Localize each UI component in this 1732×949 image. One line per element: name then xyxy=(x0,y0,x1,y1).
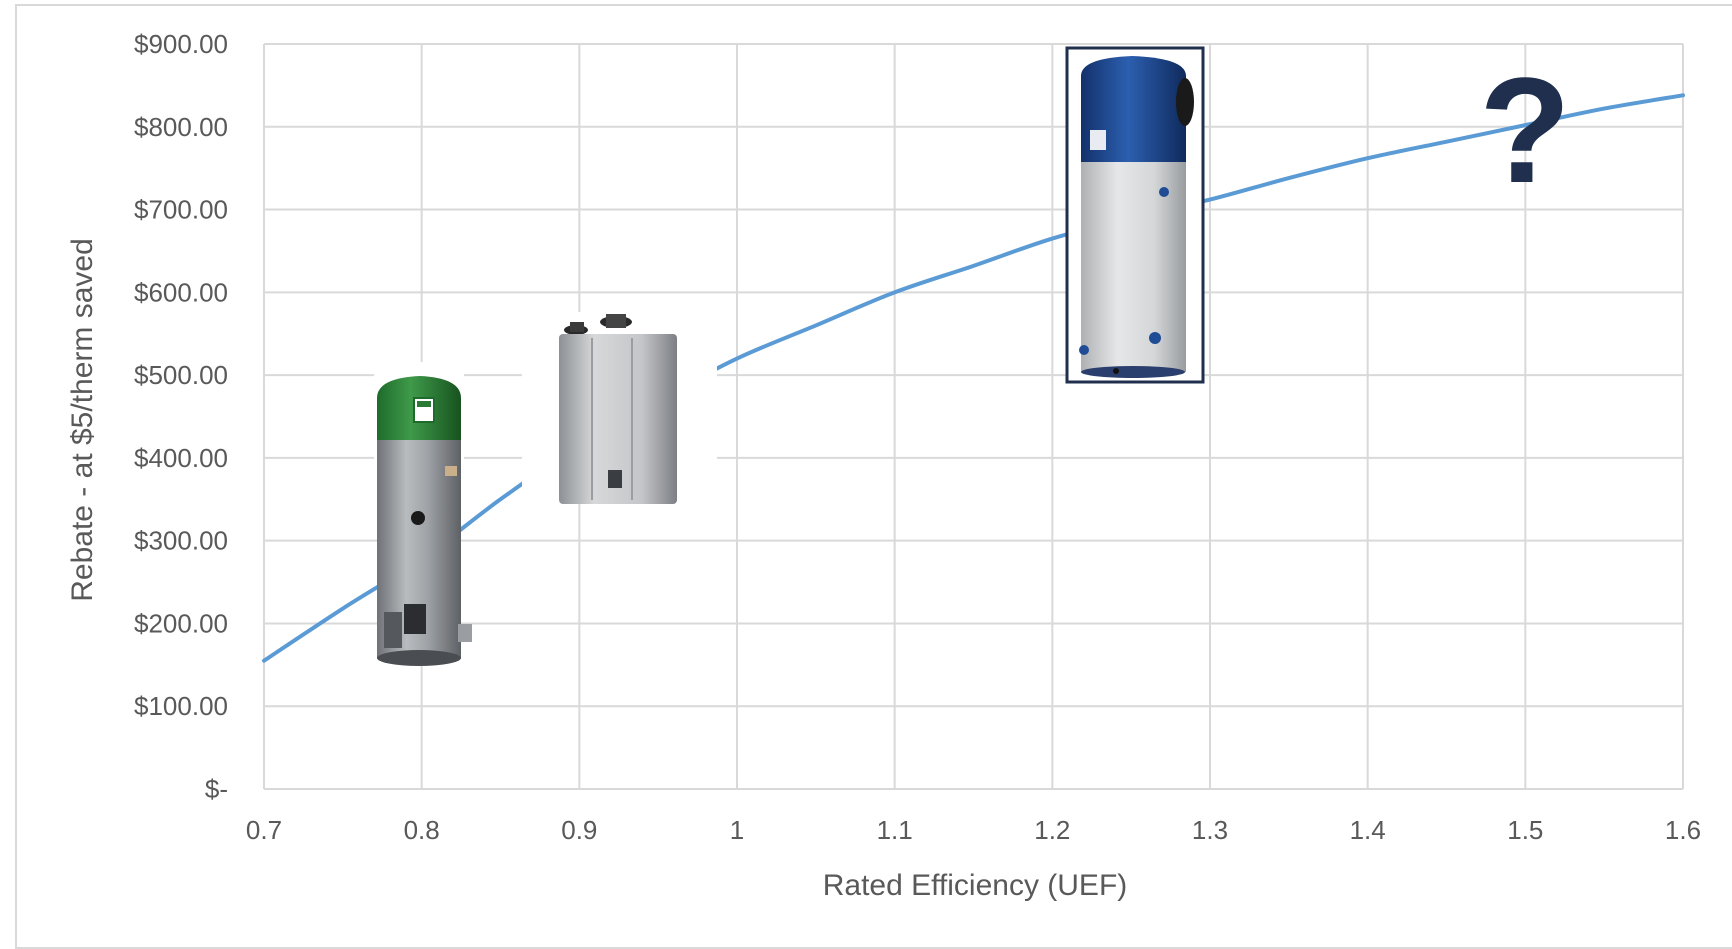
x-tick-label: 1.3 xyxy=(1192,815,1228,845)
x-tick-label: 1 xyxy=(730,815,744,845)
y-axis-ticks: $- $100.00 $200.00 $300.00 $400.00 $500.00 $60… xyxy=(134,29,228,804)
y-tick-label: $600.00 xyxy=(134,277,228,307)
x-tick-label: 1.6 xyxy=(1665,815,1701,845)
tank-water-heater-icon xyxy=(374,362,472,666)
x-tick-label: 0.8 xyxy=(404,815,440,845)
x-axis-title: Rated Efficiency (UEF) xyxy=(823,869,1128,902)
x-tick-label: 1.5 xyxy=(1507,815,1543,845)
heat-pump-water-heater-icon xyxy=(1065,46,1205,384)
series-layer xyxy=(262,93,1685,663)
y-tick-label: $800.00 xyxy=(134,112,228,142)
y-axis-title: Rebate - at $5/therm saved xyxy=(66,238,99,602)
y-tick-label: $400.00 xyxy=(134,443,228,473)
y-tick-label: $900.00 xyxy=(134,29,228,59)
tankless-water-heater-icon xyxy=(522,312,717,504)
x-tick-label: 0.9 xyxy=(561,815,597,845)
y-tick-label: $- xyxy=(205,774,228,804)
grid xyxy=(263,43,1684,790)
x-tick-label: 0.7 xyxy=(246,815,282,845)
y-tick-label: $500.00 xyxy=(134,360,228,390)
y-tick-label: $200.00 xyxy=(134,608,228,638)
question-mark-annotation: ? xyxy=(1479,46,1571,214)
x-tick-label: 1.1 xyxy=(877,815,913,845)
x-axis-ticks: 0.7 0.8 0.9 1 1.1 1.2 1.3 1.4 1.5 1.6 xyxy=(246,815,1701,845)
y-tick-label: $300.00 xyxy=(134,526,228,556)
series-line xyxy=(262,93,1685,663)
x-tick-label: 1.4 xyxy=(1350,815,1386,845)
y-tick-label: $700.00 xyxy=(134,195,228,225)
y-tick-label: $100.00 xyxy=(134,691,228,721)
chart-frame xyxy=(15,4,1732,949)
x-tick-label: 1.2 xyxy=(1034,815,1070,845)
